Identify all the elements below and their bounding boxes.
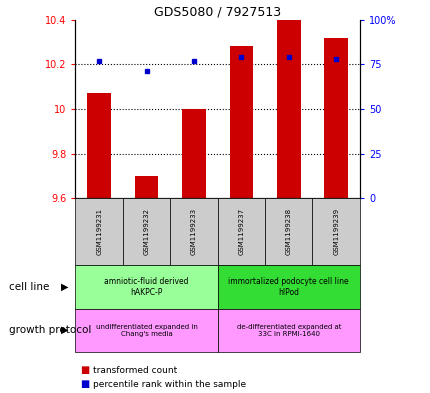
FancyBboxPatch shape (217, 265, 359, 309)
Title: GDS5080 / 7927513: GDS5080 / 7927513 (154, 6, 280, 18)
Text: GSM1199232: GSM1199232 (143, 208, 149, 255)
Text: undifferentiated expanded in
Chang's media: undifferentiated expanded in Chang's med… (95, 323, 197, 337)
Text: cell line: cell line (9, 282, 49, 292)
Bar (229, 46, 252, 198)
Text: immortalized podocyte cell line
hIPod: immortalized podocyte cell line hIPod (228, 277, 348, 297)
FancyBboxPatch shape (312, 198, 359, 265)
Text: amniotic-fluid derived
hAKPC-P: amniotic-fluid derived hAKPC-P (104, 277, 188, 297)
Text: GSM1199233: GSM1199233 (190, 208, 197, 255)
Bar (181, 109, 205, 198)
Bar (276, 20, 300, 198)
Text: ▶: ▶ (61, 325, 68, 335)
Text: GSM1199237: GSM1199237 (238, 208, 244, 255)
Text: de-differentiated expanded at
33C in RPMI-1640: de-differentiated expanded at 33C in RPM… (236, 323, 340, 337)
FancyBboxPatch shape (75, 309, 217, 352)
FancyBboxPatch shape (217, 309, 359, 352)
FancyBboxPatch shape (123, 198, 170, 265)
FancyBboxPatch shape (75, 265, 217, 309)
Text: ■: ■ (80, 365, 89, 375)
Bar (87, 94, 111, 198)
FancyBboxPatch shape (170, 198, 217, 265)
Text: transformed count: transformed count (92, 366, 176, 375)
FancyBboxPatch shape (217, 198, 264, 265)
FancyBboxPatch shape (75, 198, 123, 265)
Text: GSM1199231: GSM1199231 (96, 208, 102, 255)
FancyBboxPatch shape (264, 198, 312, 265)
Text: GSM1199239: GSM1199239 (332, 208, 338, 255)
Bar (134, 176, 158, 198)
Text: growth protocol: growth protocol (9, 325, 91, 335)
Text: GSM1199238: GSM1199238 (285, 208, 291, 255)
Text: ■: ■ (80, 379, 89, 389)
Bar (323, 37, 347, 198)
Text: percentile rank within the sample: percentile rank within the sample (92, 380, 245, 389)
Text: ▶: ▶ (61, 282, 68, 292)
